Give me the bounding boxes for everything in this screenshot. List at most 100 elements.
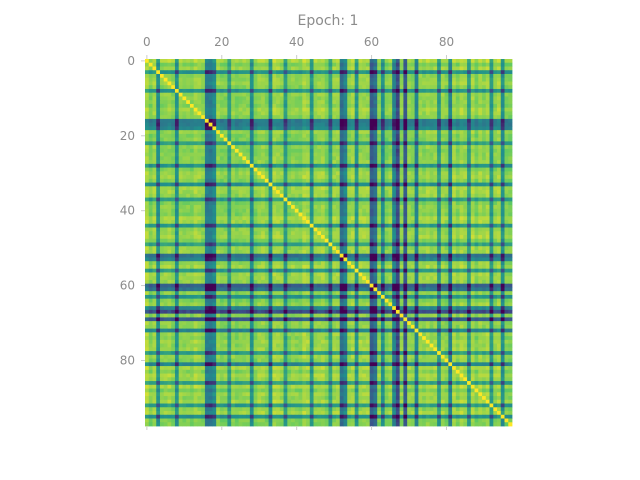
- heatmap-cell: [437, 223, 442, 228]
- heatmap-cell: [246, 197, 251, 202]
- heatmap-cell: [163, 66, 168, 71]
- heatmap-cell: [497, 141, 502, 146]
- heatmap-cell: [189, 145, 195, 150]
- heatmap-cell: [380, 205, 386, 210]
- heatmap-cell: [163, 122, 168, 127]
- heatmap-cell: [324, 216, 329, 221]
- heatmap-cell: [279, 246, 284, 251]
- heatmap-cell: [328, 193, 333, 198]
- heatmap-cell: [328, 171, 333, 176]
- heatmap-cell: [242, 178, 247, 183]
- heatmap-cell: [395, 167, 401, 172]
- heatmap-cell: [482, 130, 487, 135]
- heatmap-cell: [448, 186, 453, 191]
- heatmap-cell: [437, 193, 442, 198]
- heatmap-cell: [365, 152, 371, 157]
- heatmap-cell: [388, 205, 393, 210]
- heatmap-cell: [455, 130, 460, 135]
- heatmap-cell: [223, 141, 228, 146]
- heatmap-cell: [369, 216, 374, 221]
- heatmap-cell: [350, 133, 356, 139]
- heatmap-cell: [163, 205, 168, 210]
- heatmap-cell: [508, 126, 513, 131]
- heatmap-cell: [223, 130, 228, 135]
- heatmap-cell: [306, 73, 311, 79]
- heatmap-cell: [321, 73, 326, 79]
- heatmap-cell: [178, 148, 183, 154]
- heatmap-cell: [163, 126, 168, 131]
- heatmap-cell: [500, 205, 505, 210]
- heatmap-cell: [189, 115, 195, 120]
- heatmap-cell: [399, 73, 404, 79]
- heatmap-cell: [178, 186, 183, 191]
- heatmap-cell: [321, 145, 326, 150]
- heatmap-cell: [317, 137, 322, 142]
- heatmap-cell: [332, 197, 337, 202]
- heatmap-cell: [238, 70, 243, 75]
- heatmap-cell: [455, 133, 460, 139]
- heatmap-cell: [485, 223, 490, 228]
- heatmap-cell: [167, 178, 172, 183]
- heatmap-cell: [148, 208, 153, 213]
- heatmap-cell: [422, 235, 427, 240]
- heatmap-cell: [403, 242, 408, 247]
- heatmap-cell: [294, 70, 299, 75]
- heatmap-cell: [455, 160, 460, 165]
- heatmap-cell: [482, 182, 487, 187]
- heatmap-cell: [478, 77, 483, 82]
- heatmap-cell: [204, 122, 210, 127]
- heatmap-cell: [234, 141, 240, 146]
- heatmap-cell: [500, 186, 505, 191]
- heatmap-cell: [246, 59, 251, 64]
- heatmap-cell: [324, 92, 329, 97]
- heatmap-cell: [234, 193, 240, 198]
- heatmap-cell: [163, 73, 168, 79]
- heatmap-cell: [452, 197, 457, 202]
- heatmap-cell: [489, 70, 494, 75]
- heatmap-cell: [268, 156, 273, 161]
- heatmap-cell: [227, 201, 232, 206]
- heatmap-cell: [474, 242, 479, 247]
- heatmap-cell: [238, 111, 243, 116]
- heatmap-cell: [489, 182, 494, 187]
- heatmap-cell: [497, 118, 502, 124]
- heatmap-cell: [197, 163, 202, 168]
- heatmap-cell: [377, 145, 382, 150]
- heatmap-cell: [216, 178, 221, 183]
- heatmap-cell: [497, 96, 502, 101]
- heatmap-cell: [380, 235, 386, 240]
- heatmap-cell: [392, 92, 397, 97]
- heatmap-cell: [204, 160, 210, 165]
- heatmap-cell: [422, 81, 427, 86]
- heatmap-cell: [234, 205, 240, 210]
- heatmap-cell: [216, 133, 221, 139]
- heatmap-cell: [253, 118, 258, 124]
- heatmap-cell: [418, 171, 423, 176]
- heatmap-cell: [283, 238, 288, 243]
- heatmap-cell: [197, 59, 202, 64]
- heatmap-cell: [152, 178, 157, 183]
- heatmap-cell: [392, 182, 397, 187]
- heatmap-cell: [433, 145, 438, 150]
- heatmap-cell: [216, 137, 221, 142]
- heatmap-cell: [455, 223, 460, 228]
- heatmap-cell: [283, 77, 288, 82]
- heatmap-cell: [347, 182, 352, 187]
- heatmap-cell: [156, 227, 161, 232]
- heatmap-cell: [294, 160, 299, 165]
- heatmap-cell: [482, 216, 487, 221]
- heatmap-cell: [500, 178, 505, 183]
- heatmap-cell: [459, 100, 464, 105]
- heatmap-cell: [504, 163, 509, 168]
- heatmap-cell: [201, 145, 206, 150]
- heatmap-cell: [261, 148, 266, 154]
- heatmap-cell: [287, 246, 292, 251]
- heatmap-cell: [242, 156, 247, 161]
- heatmap-cell: [283, 70, 288, 75]
- heatmap-cell: [294, 141, 299, 146]
- heatmap-cell: [317, 167, 322, 172]
- heatmap-cell: [343, 220, 348, 225]
- heatmap-cell: [467, 167, 472, 172]
- heatmap-cell: [358, 111, 363, 116]
- heatmap-cell: [279, 111, 284, 116]
